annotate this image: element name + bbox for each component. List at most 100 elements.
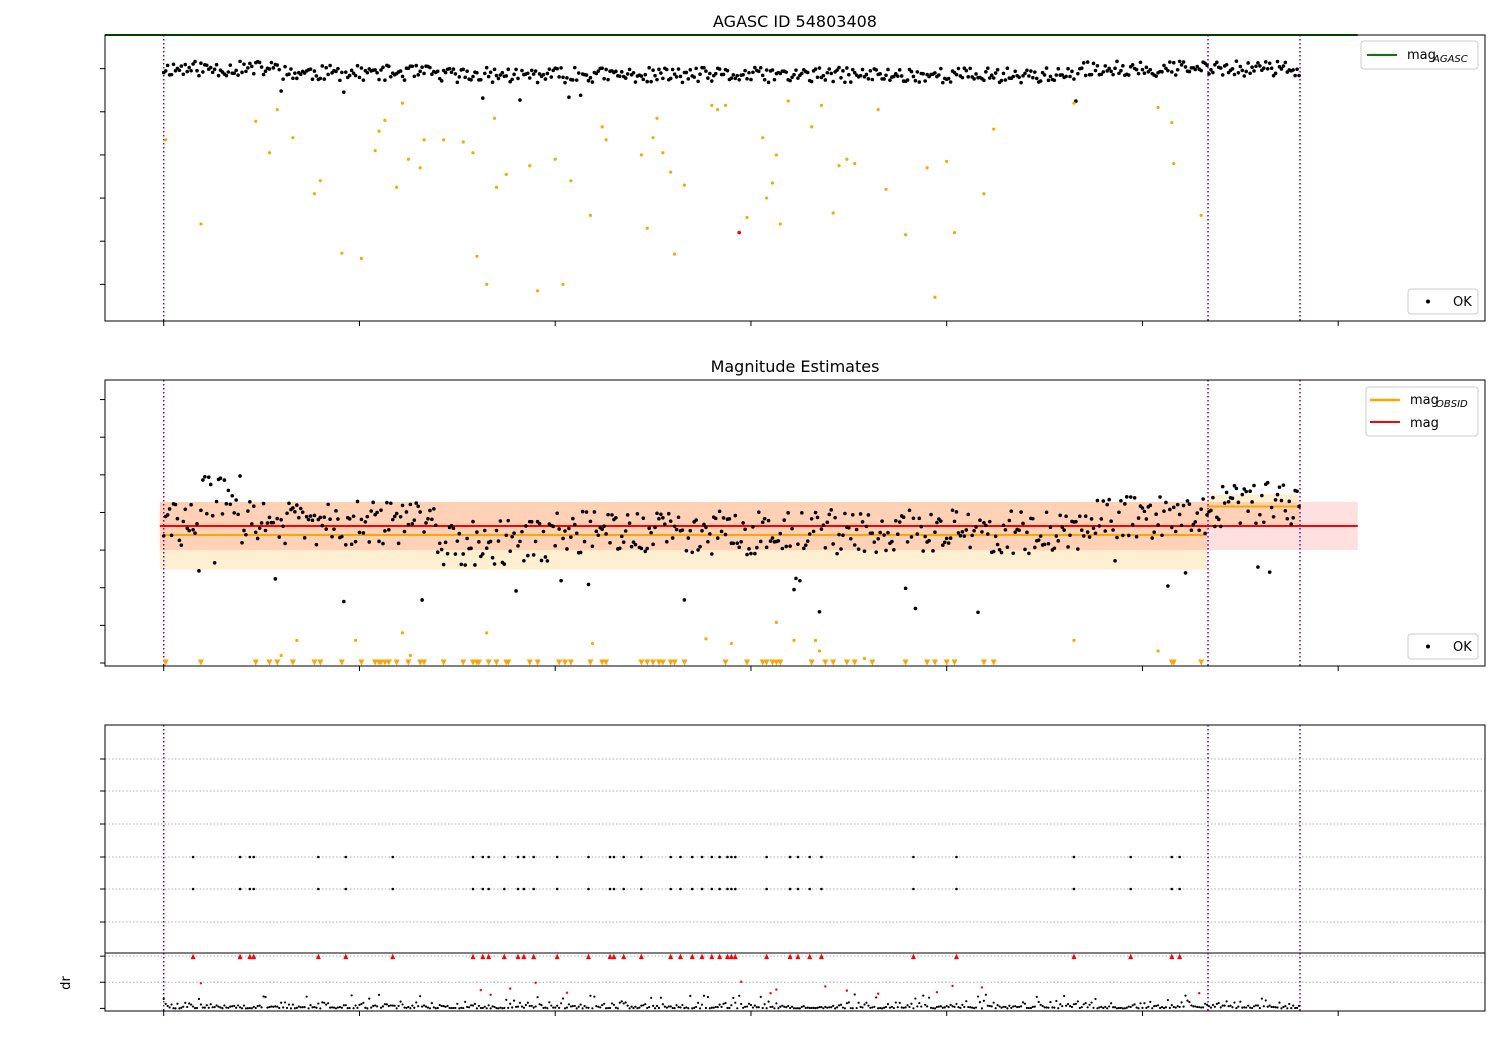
- ok-point: [1248, 489, 1252, 494]
- dr-point: [1121, 1007, 1124, 1010]
- ok-point: [1001, 523, 1006, 528]
- dr-point: [659, 996, 663, 999]
- ok-point: [1076, 547, 1080, 551]
- flag-point: [391, 855, 395, 859]
- ok-point: [1046, 78, 1051, 83]
- ok-point: [756, 510, 761, 514]
- ok-point: [385, 500, 389, 505]
- flag-point: [252, 887, 256, 891]
- flag-point: [690, 855, 694, 859]
- dr-point: [714, 1005, 717, 1009]
- ok-point: [191, 62, 195, 66]
- ok-point: [1250, 65, 1254, 70]
- ok-point: [242, 528, 246, 533]
- ok-point: [1079, 66, 1084, 70]
- ok-point: [328, 63, 332, 68]
- dr-point: [514, 1005, 518, 1008]
- outlier-point: [704, 637, 708, 641]
- clipped-marker: [902, 659, 909, 666]
- ok-point: [1187, 69, 1192, 74]
- ok-point: [482, 528, 487, 533]
- ok-point: [293, 71, 297, 75]
- dr-point: [1104, 1005, 1107, 1008]
- dr-capped-marker: [910, 953, 916, 960]
- ok-point: [484, 65, 489, 70]
- dr-point: [1297, 1004, 1301, 1008]
- clipped-marker: [378, 659, 384, 666]
- ok-point: [324, 65, 328, 70]
- clipped-marker: [830, 659, 837, 666]
- ok-point: [298, 72, 303, 77]
- dr-red-point: [951, 984, 954, 988]
- ok-point: [185, 69, 190, 74]
- dr-point: [634, 1005, 637, 1008]
- ok-point: [686, 77, 691, 81]
- dr-point: [1137, 1007, 1140, 1010]
- ok-point: [228, 63, 233, 67]
- ok-point: [649, 79, 653, 84]
- ok-point: [1066, 545, 1070, 549]
- ok-point: [1140, 506, 1145, 510]
- ok-point: [1262, 520, 1266, 525]
- ok-point: [1013, 69, 1018, 74]
- ok-point: [340, 534, 344, 539]
- ok-point: [876, 536, 880, 541]
- dr-point: [338, 1005, 341, 1009]
- ok-point: [1170, 70, 1174, 74]
- ok-point: [766, 518, 771, 523]
- clipped-marker: [460, 659, 467, 666]
- dr-point: [1023, 1002, 1027, 1005]
- ok-point: [1060, 73, 1064, 77]
- flag-point: [555, 855, 559, 859]
- ok-point: [798, 578, 802, 583]
- ok-point: [813, 510, 818, 515]
- dr-point: [489, 1007, 492, 1010]
- ok-point: [627, 67, 632, 72]
- ok-point: [1130, 63, 1135, 67]
- ok-point: [809, 79, 814, 84]
- ok-point: [986, 532, 990, 536]
- dr-point: [640, 1004, 643, 1007]
- dr-point: [969, 1006, 972, 1009]
- dr-capped-marker: [638, 953, 644, 960]
- dr-point: [336, 1006, 340, 1009]
- dr-point: [1278, 1001, 1281, 1004]
- dr-point: [434, 1007, 437, 1010]
- ok-point: [827, 512, 832, 517]
- clipped-marker: [951, 659, 958, 666]
- dr-point: [861, 1006, 864, 1009]
- ok-point: [1111, 72, 1115, 77]
- dr-point: [951, 1005, 954, 1008]
- ok-point: [232, 511, 236, 515]
- dr-point: [195, 1006, 199, 1010]
- ok-point: [706, 539, 710, 544]
- dr-point: [278, 1006, 281, 1010]
- ok-point: [479, 554, 483, 559]
- dr-capped-marker: [190, 953, 196, 960]
- clipped-marker: [405, 659, 412, 666]
- ok-point: [1279, 498, 1284, 503]
- outlier-point: [729, 641, 733, 646]
- ok-point: [594, 529, 599, 534]
- ok-point: [645, 546, 650, 551]
- ok-point: [841, 69, 845, 73]
- ok-point: [966, 512, 971, 517]
- flag-point: [252, 855, 256, 859]
- dr-point: [789, 1006, 792, 1010]
- outlier-point: [561, 282, 565, 286]
- ok-point: [563, 80, 567, 85]
- dr-capped-marker: [699, 953, 705, 960]
- ok-point: [792, 587, 796, 592]
- ok-point: [813, 67, 818, 71]
- clipped-marker: [644, 659, 651, 666]
- ok-point: [958, 533, 963, 538]
- ok-point: [866, 77, 871, 81]
- ok-point: [1211, 70, 1215, 75]
- ok-point: [913, 606, 918, 611]
- dr-point: [446, 1004, 449, 1008]
- dr-point: [835, 1006, 839, 1009]
- dr-point: [377, 993, 381, 996]
- ok-point: [1027, 551, 1031, 556]
- dr-point: [1102, 1006, 1105, 1010]
- ok-point: [524, 524, 528, 528]
